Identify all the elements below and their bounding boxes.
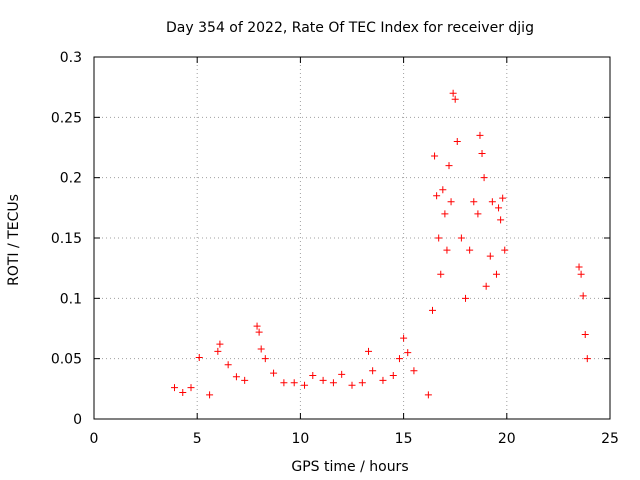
data-point <box>395 355 403 363</box>
data-point <box>497 216 505 224</box>
x-axis-label: GPS time / hours <box>291 459 408 475</box>
data-point <box>195 353 203 361</box>
data-point <box>480 174 488 182</box>
data-point <box>290 379 298 387</box>
y-tick-label: 0.25 <box>51 110 82 126</box>
data-point <box>492 270 500 278</box>
data-point <box>433 192 441 200</box>
data-point <box>428 306 436 314</box>
y-tick-label: 0 <box>73 412 82 428</box>
data-point <box>206 391 214 399</box>
data-point <box>474 210 482 218</box>
data-point <box>270 369 278 377</box>
data-point <box>329 379 337 387</box>
data-point <box>431 152 439 160</box>
data-point <box>486 252 494 260</box>
data-points <box>170 89 591 399</box>
data-point <box>577 270 585 278</box>
data-point <box>482 282 490 290</box>
data-point <box>453 137 461 145</box>
data-point <box>470 198 478 206</box>
grid-lines <box>94 57 610 419</box>
data-point <box>476 131 484 139</box>
data-point <box>581 331 589 339</box>
x-tick-label: 20 <box>498 431 516 447</box>
data-point <box>369 367 377 375</box>
data-point <box>187 384 195 392</box>
data-point <box>179 388 187 396</box>
x-tick-label: 25 <box>601 431 619 447</box>
data-point <box>338 370 346 378</box>
data-point <box>280 379 288 387</box>
data-point <box>379 376 387 384</box>
y-tick-label: 0.3 <box>60 50 82 66</box>
y-axis-label: ROTI / TECUs <box>6 194 22 286</box>
data-point <box>447 198 455 206</box>
data-point <box>488 198 496 206</box>
data-point <box>410 367 418 375</box>
data-point <box>241 376 249 384</box>
y-tick-label: 0.05 <box>51 352 82 368</box>
data-point <box>253 322 261 330</box>
data-point <box>583 355 591 363</box>
data-point <box>309 372 317 380</box>
data-point <box>437 270 445 278</box>
data-point <box>441 210 449 218</box>
data-point <box>389 372 397 380</box>
data-point <box>214 347 222 355</box>
data-point <box>462 294 470 302</box>
data-point <box>478 150 486 158</box>
data-point <box>499 194 507 202</box>
data-point <box>224 361 232 369</box>
data-point <box>319 376 327 384</box>
data-point <box>443 246 451 254</box>
data-point <box>365 347 373 355</box>
x-tick-label: 0 <box>90 431 99 447</box>
y-tick-label: 0.15 <box>51 231 82 247</box>
data-point <box>232 373 240 381</box>
x-tick-label: 5 <box>193 431 202 447</box>
data-point <box>257 345 265 353</box>
data-point <box>301 381 309 389</box>
data-point <box>358 379 366 387</box>
y-tick-label: 0.1 <box>60 291 82 307</box>
data-point <box>501 246 509 254</box>
chart-title: Day 354 of 2022, Rate Of TEC Index for r… <box>166 20 534 36</box>
data-point <box>445 162 453 170</box>
x-tick-label: 15 <box>395 431 413 447</box>
data-point <box>439 186 447 194</box>
data-point <box>170 384 178 392</box>
data-point <box>348 381 356 389</box>
data-point <box>457 234 465 242</box>
data-point <box>451 95 459 103</box>
data-point <box>466 246 474 254</box>
y-tick-label: 0.2 <box>60 171 82 187</box>
x-tick-label: 10 <box>291 431 309 447</box>
data-point <box>495 204 503 212</box>
data-point <box>424 391 432 399</box>
data-point <box>404 349 412 357</box>
data-point <box>449 89 457 97</box>
data-point <box>255 328 263 336</box>
data-point <box>400 334 408 342</box>
data-point <box>435 234 443 242</box>
data-point <box>216 340 224 348</box>
data-point <box>575 263 583 271</box>
axis-ticks: 0 5 10 15 20 25 0 0.05 0.1 0.15 0.2 0.25 0.3 <box>51 50 619 447</box>
data-point <box>579 292 587 300</box>
data-point <box>261 355 269 363</box>
